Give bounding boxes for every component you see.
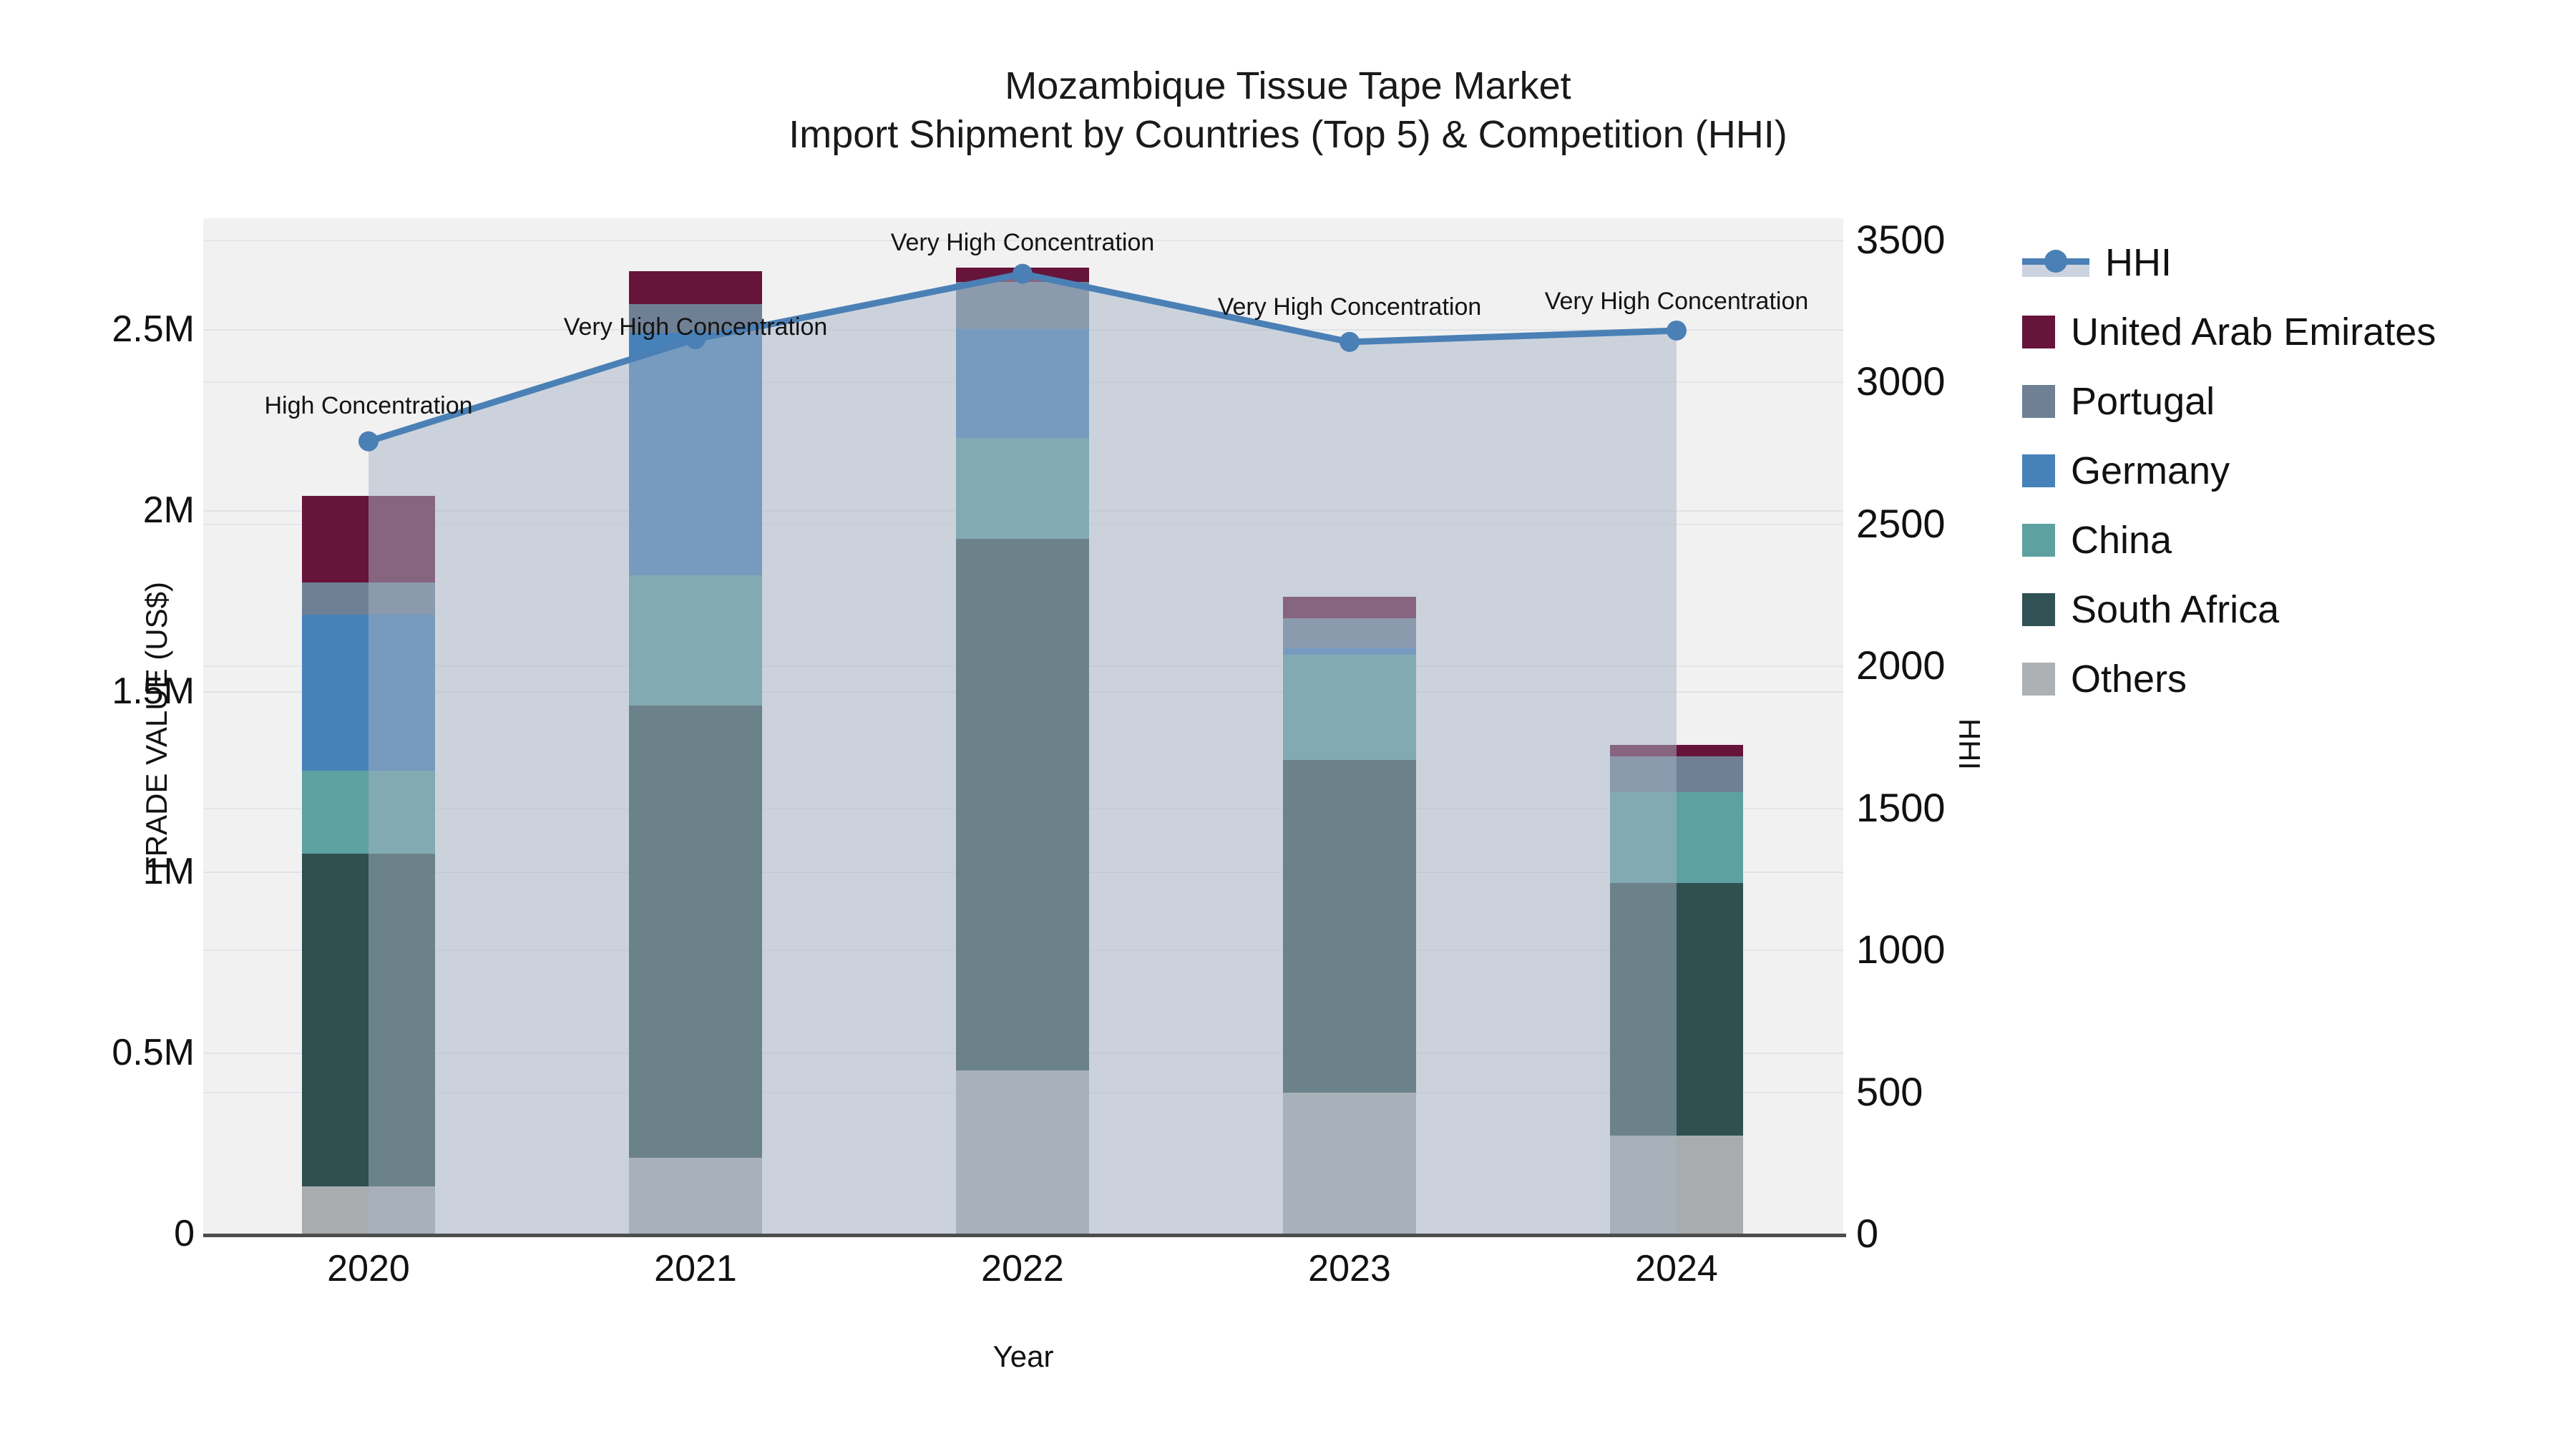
hhi-marker-2022 [1013, 263, 1033, 284]
annotation-2020: High Concentration [264, 391, 473, 419]
legend-label: Germany [2071, 449, 2230, 492]
legend-hhi-line-icon [2022, 243, 2089, 283]
legend-item-hhi: HHI [2022, 228, 2436, 297]
y-left-tick-2M: 2M [142, 489, 195, 531]
x-axis-line [203, 1234, 1846, 1237]
chart-title-line1: Mozambique Tissue Tape Market [1005, 64, 1571, 107]
legend-item-south-africa: South Africa [2022, 575, 2436, 644]
hhi-marker-2023 [1340, 331, 1360, 352]
y-right-tick-3500: 3500 [1856, 217, 1946, 262]
legend-item-portugal: Portugal [2022, 366, 2436, 436]
y-right-tick-1000: 1000 [1856, 927, 1946, 972]
legend-label: China [2071, 518, 2172, 562]
hhi-marker-2021 [686, 328, 706, 349]
annotation-2024: Very High Concentration [1544, 287, 1809, 315]
annotation-2023: Very High Concentration [1217, 293, 1482, 321]
legend: HHI United Arab Emirates Portugal Germany Ch… [2022, 228, 2436, 713]
y-right-tick-500: 500 [1856, 1068, 1923, 1114]
chart-title: Mozambique Tissue Tape Market Import Shi… [0, 62, 2576, 159]
bar-2021-united-arab-emirates [629, 271, 762, 304]
y-right-tick-2500: 2500 [1856, 500, 1946, 546]
legend-label: South Africa [2071, 587, 2280, 631]
legend-label: Others [2071, 657, 2187, 701]
legend-color-swatch [2022, 384, 2055, 418]
y-right-tick-0: 0 [1856, 1211, 1879, 1256]
y-left-tick-0: 0 [174, 1213, 195, 1254]
annotation-2022: Very High Concentration [890, 228, 1155, 256]
gridline-hhi-3500 [203, 240, 1843, 241]
x-tick-2020: 2020 [327, 1248, 410, 1289]
legend-color-swatch [2022, 454, 2055, 487]
legend-item-china: China [2022, 505, 2436, 575]
legend-color-swatch [2022, 523, 2055, 557]
x-tick-2022: 2022 [981, 1248, 1064, 1289]
legend-color-swatch [2022, 592, 2055, 626]
hhi-area-fill [369, 273, 1677, 1234]
legend-item-others: Others [2022, 644, 2436, 713]
x-axis-title: Year [992, 1340, 1054, 1373]
legend-label: Portugal [2071, 379, 2215, 423]
legend-item-united-arab-emirates: United Arab Emirates [2022, 297, 2436, 366]
y-axis-title-right: HHI [1953, 718, 1987, 771]
y-axis-title-left: TRADE VALUE (US$) [139, 582, 173, 875]
annotation-2021: Very High Concentration [563, 313, 828, 341]
hhi-marker-2020 [358, 431, 379, 452]
legend-item-germany: Germany [2022, 436, 2436, 505]
hhi-marker-2024 [1667, 320, 1687, 341]
hhi-line-layer [358, 263, 1687, 1234]
y-left-tick-1.5M: 1.5M [112, 670, 195, 712]
y-right-tick-3000: 3000 [1856, 358, 1946, 404]
y-right-tick-1500: 1500 [1856, 784, 1946, 830]
legend-color-swatch [2022, 662, 2055, 696]
legend-label: United Arab Emirates [2071, 310, 2436, 353]
chart-title-line2: Import Shipment by Countries (Top 5) & C… [789, 113, 1787, 156]
x-tick-2021: 2021 [654, 1248, 737, 1289]
x-tick-2023: 2023 [1308, 1248, 1391, 1289]
y-left-tick-1M: 1M [142, 851, 195, 893]
y-right-tick-2000: 2000 [1856, 643, 1946, 688]
x-tick-2024: 2024 [1635, 1248, 1718, 1289]
plot-area [203, 218, 1843, 1234]
legend-color-swatch [2022, 315, 2055, 348]
legend-label: HHI [2105, 240, 2172, 284]
y-left-tick-2.5M: 2.5M [112, 308, 195, 350]
y-left-tick-0.5M: 0.5M [112, 1032, 195, 1074]
